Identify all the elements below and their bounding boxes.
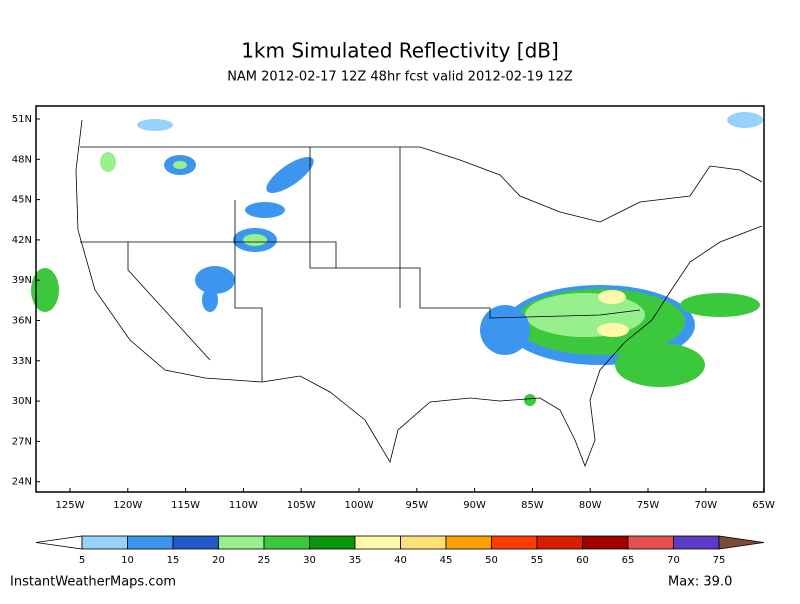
precip-area [173,161,187,169]
lat-label: 36N [12,316,32,327]
colorbar-box [491,535,538,550]
precip-area [727,112,763,128]
colorbar-label: 55 [531,555,544,566]
colorbar-label: 20 [212,555,225,566]
colorbar-label: 60 [576,555,589,566]
state-line [80,241,641,319]
lat-label: 48N [12,154,32,165]
max-label: Max: 39.0 [668,575,732,590]
precip-area [598,290,626,304]
lat-label: 33N [12,356,32,367]
colorbar-label: 40 [394,555,407,566]
precip-area [615,343,705,387]
colorbar-box [218,535,265,550]
colorbar-box [172,535,219,550]
precip-area [100,152,116,172]
lon-label: 100W [345,500,374,511]
lon-label: 95W [405,500,428,511]
lon-label: 70W [694,500,717,511]
colorbar-box [673,535,720,550]
state-line [309,147,336,269]
subtitle: NAM 2012-02-17 12Z 48hr fcst valid 2012-… [227,70,573,85]
state-line [234,200,263,382]
lat-label: 30N [12,396,32,407]
map [31,105,765,493]
precip [31,112,763,406]
colorbar-label: 5 [79,555,85,566]
precip-area [266,156,314,194]
precip-area [680,293,760,317]
lat-label: 24N [12,477,32,488]
map-frame [35,105,765,493]
precip-area [524,394,536,406]
title: 1km Simulated Reflectivity [dB] [241,39,559,63]
colorbar-label: 75 [713,555,726,566]
border [80,146,763,223]
colorbar-label: 25 [258,555,271,566]
colorbar-label: 35 [349,555,362,566]
colorbar-label: 45 [440,555,453,566]
precip-area [480,305,530,355]
colorbar-box [627,535,674,550]
lat-label: 42N [12,235,32,246]
precip-area [243,234,267,246]
state-line [127,242,211,361]
precip-area [597,323,629,337]
lon-label: 125W [56,500,85,511]
colorbar-end [718,535,765,550]
lon-label: 110W [229,500,258,511]
colorbar-box [536,535,583,550]
coastline [75,119,763,468]
lat-label: 51N [12,114,32,125]
colorbar-label: 30 [303,555,316,566]
colorbar-box [400,535,447,550]
lat-label: 39N [12,275,32,286]
precip-area [195,266,235,294]
colorbar-box [263,535,310,550]
lon-label: 65W [752,500,775,511]
colorbar-label: 65 [622,555,635,566]
colorbar-box [582,535,629,550]
colorbar-label: 70 [667,555,680,566]
lon-label: 75W [637,500,660,511]
colorbar-box [127,535,174,550]
colorbar-label: 50 [485,555,498,566]
lon-label: 115W [171,500,200,511]
outline [75,119,763,468]
lon-label: 120W [113,500,142,511]
colorbar-end [35,535,83,550]
colorbar-box [81,535,128,550]
precip-area [137,119,173,131]
lat-label: 27N [12,436,32,447]
source: InstantWeatherMaps.com [10,575,176,590]
lat-label: 45N [12,195,32,206]
lon-label: 105W [287,500,316,511]
colorbar-box [354,535,401,550]
precip-area [202,288,218,312]
lon-label: 85W [521,500,544,511]
precip-area [31,268,59,312]
precip-area [245,202,285,218]
lon-label: 90W [463,500,486,511]
lon-label: 80W [579,500,602,511]
colorbar-box [445,535,492,550]
colorbar-box [309,535,356,550]
colorbar-label: 15 [167,555,180,566]
colorbar-label: 10 [121,555,134,566]
